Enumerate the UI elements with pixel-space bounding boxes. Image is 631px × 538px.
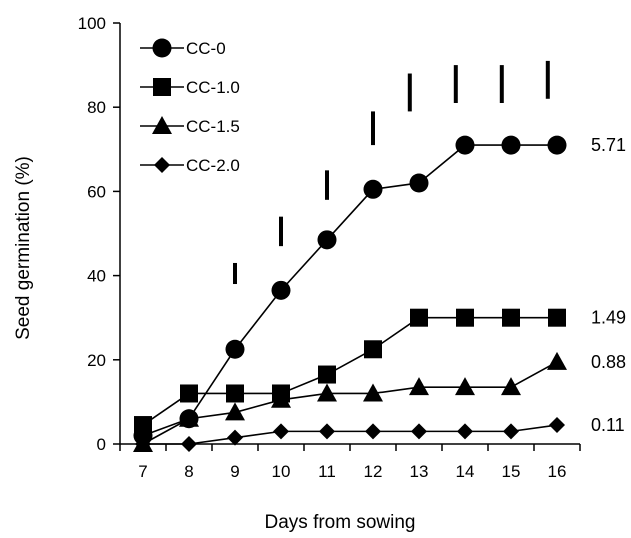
legend-label: CC-0 — [186, 39, 226, 58]
x-tick-label: 11 — [318, 462, 336, 481]
end-label-cc-1-5: 0.88 — [591, 352, 626, 372]
x-ticks: 7 8 9 10 11 12 13 14 15 16 — [119, 444, 581, 481]
y-axis-label: Seed germination (%) — [13, 156, 34, 340]
series-line — [143, 424, 558, 445]
data-point — [365, 423, 381, 440]
data-point — [549, 417, 565, 434]
data-point — [501, 135, 521, 155]
y-tick-label: 40 — [87, 267, 106, 286]
legend-marker — [152, 116, 172, 134]
data-point — [503, 423, 519, 440]
legend-marker — [152, 38, 172, 58]
x-tick-label: 10 — [272, 462, 291, 481]
end-label-cc-0: 5.71 — [591, 135, 626, 155]
data-point — [502, 308, 520, 327]
legend-label: CC-1.5 — [186, 117, 240, 136]
data-point — [225, 402, 245, 421]
legend-label: CC-2.0 — [186, 156, 240, 175]
data-point — [179, 408, 199, 427]
data-point — [319, 423, 335, 440]
x-tick-label: 15 — [502, 462, 521, 481]
y-tick-label: 0 — [97, 435, 106, 454]
data-point — [180, 384, 198, 403]
end-labels: 5.71 1.49 0.88 0.11 — [591, 135, 626, 435]
data-point — [317, 230, 337, 250]
series-line — [142, 361, 558, 445]
end-label-cc-1-0: 1.49 — [591, 308, 626, 328]
data-point — [271, 280, 291, 300]
data-point — [273, 423, 289, 440]
legend-marker — [154, 157, 170, 173]
data-point — [457, 423, 473, 440]
x-tick-label: 14 — [456, 462, 475, 481]
y-tick-label: 100 — [78, 14, 106, 33]
data-point — [227, 429, 243, 446]
series-cc-2-0 — [135, 417, 565, 452]
y-tick-label: 80 — [87, 98, 106, 117]
x-tick-label: 13 — [410, 462, 429, 481]
data-point — [181, 436, 197, 452]
series-layer — [133, 135, 567, 452]
data-point — [501, 377, 521, 396]
legend: CC-0 CC-1.0 CC-1.5 CC-2.0 — [140, 38, 240, 175]
x-tick-label: 16 — [548, 462, 567, 481]
data-point — [547, 351, 567, 370]
data-point — [456, 308, 474, 327]
data-point — [455, 135, 475, 155]
data-point — [409, 173, 429, 193]
series-line — [142, 316, 557, 426]
data-point — [134, 416, 152, 435]
data-point — [455, 377, 475, 396]
data-point — [363, 383, 383, 402]
data-point — [548, 308, 566, 327]
data-point — [225, 339, 245, 359]
x-tick-label: 7 — [138, 462, 147, 481]
x-tick-label: 9 — [230, 462, 239, 481]
y-tick-label: 20 — [87, 351, 106, 370]
data-point — [364, 340, 382, 359]
y-ticks: 0 20 40 60 80 100 — [78, 14, 120, 454]
legend-label: CC-1.0 — [186, 78, 240, 97]
data-point — [226, 384, 244, 403]
x-axis-label: Days from sowing — [265, 512, 416, 533]
legend-item: CC-2.0 — [140, 156, 240, 175]
data-point — [318, 365, 336, 384]
data-point — [409, 377, 429, 396]
series-cc-0 — [133, 135, 567, 446]
data-point — [135, 436, 151, 452]
data-point — [411, 423, 427, 440]
data-point — [410, 308, 428, 327]
data-point — [363, 179, 383, 199]
series-cc-1-0 — [134, 308, 566, 435]
legend-item: CC-1.5 — [140, 116, 240, 136]
legend-item: CC-0 — [140, 38, 226, 58]
legend-item: CC-1.0 — [140, 78, 240, 97]
data-point — [547, 135, 567, 155]
data-point — [271, 389, 291, 408]
end-label-cc-2-0: 0.11 — [591, 415, 625, 435]
legend-marker — [153, 78, 171, 96]
series-line — [142, 144, 557, 437]
error-bars — [233, 60, 550, 285]
x-tick-label: 12 — [364, 462, 383, 481]
y-tick-label: 60 — [87, 182, 106, 201]
series-cc-1-5 — [133, 351, 567, 452]
x-tick-label: 8 — [184, 462, 193, 481]
data-point — [317, 383, 337, 402]
